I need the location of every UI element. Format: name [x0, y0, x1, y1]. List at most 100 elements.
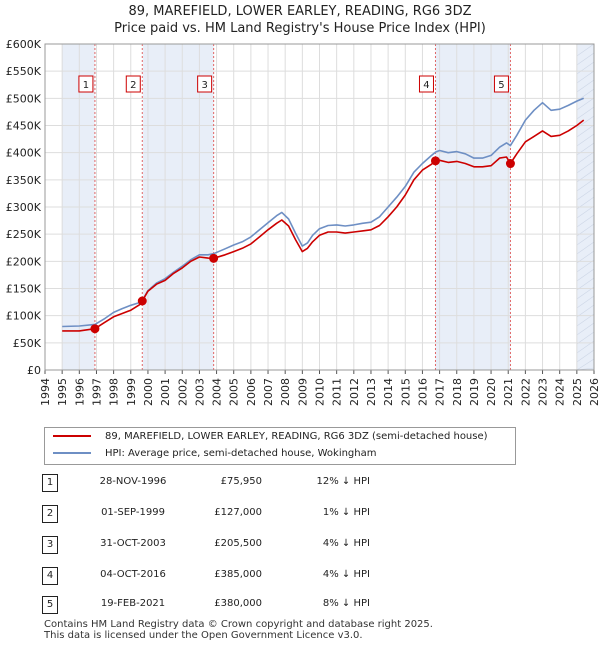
x-tick-label: 2020 [485, 378, 498, 406]
table-row: 3 31-OCT-2003 £205,500 4% ↓ HPI [42, 536, 562, 556]
legend: 89, MAREFIELD, LOWER EARLEY, READING, RG… [44, 427, 516, 465]
y-tick-label: £200K [6, 255, 42, 268]
x-tick-label: 2013 [365, 378, 378, 406]
sale-date: 19-FEB-2021 [100, 598, 166, 609]
legend-item-property: 89, MAREFIELD, LOWER EARLEY, READING, RG… [53, 429, 488, 445]
sale-price: £385,000 [214, 569, 262, 580]
future-hatch-line [576, 79, 595, 93]
sale-point-4 [430, 156, 440, 166]
future-hatch-line [576, 187, 595, 201]
y-tick-label: £150K [6, 283, 42, 296]
future-hatch-line [576, 295, 595, 309]
future-hatch-line [576, 259, 595, 273]
x-tick-label: 2023 [537, 378, 550, 406]
future-hatch-line [576, 151, 595, 165]
future-hatch-line [576, 70, 595, 84]
x-tick-label: 2000 [142, 378, 155, 406]
sale-label-box-2 [125, 75, 141, 93]
x-tick-label: 2009 [296, 378, 309, 406]
sale-hpi-diff: 12% ↓ HPI [316, 476, 370, 487]
future-hatch-line [576, 88, 595, 102]
y-tick-label: £0 [27, 364, 41, 377]
future-hatch-line [576, 205, 595, 219]
y-tick-label: £350K [6, 174, 42, 187]
future-hatch-line [576, 124, 595, 138]
future-hatch-line [576, 97, 595, 111]
legend-swatch-property [53, 435, 91, 437]
future-hatch-line [576, 268, 595, 282]
table-row: 2 01-SEP-1999 £127,000 1% ↓ HPI [42, 505, 562, 525]
x-tick-label: 1997 [90, 378, 103, 406]
sale-price: £205,500 [214, 538, 262, 549]
y-tick-label: £250K [6, 228, 42, 241]
x-tick-label: 2015 [399, 378, 412, 406]
future-hatch-line [576, 349, 595, 363]
legend-label-hpi: HPI: Average price, semi-detached house,… [105, 448, 377, 459]
sale-date: 28-NOV-1996 [99, 476, 167, 487]
future-hatch-line [576, 331, 595, 345]
hpi-line [62, 97, 585, 328]
sale-number: 1 [42, 474, 58, 492]
x-tick-label: 2010 [314, 378, 327, 406]
y-tick-label: £450K [6, 120, 42, 133]
property-price-line [62, 119, 585, 332]
sale-hpi-diff: 4% ↓ HPI [322, 569, 370, 580]
footer-licence: This data is licensed under the Open Gov… [44, 630, 363, 641]
x-tick-label: 2025 [571, 378, 584, 406]
plot-frame [44, 43, 595, 371]
x-tick-label: 2018 [451, 378, 464, 406]
x-tick-label: 1996 [73, 378, 86, 406]
sale-label-2: 2 [130, 80, 136, 91]
y-tick-label: £550K [6, 65, 42, 78]
x-tick-label: 2008 [279, 378, 292, 406]
x-tick-label: 2019 [468, 378, 481, 406]
y-tick-label: £600K [6, 38, 42, 51]
sale-number: 3 [42, 536, 58, 554]
sale-hpi-diff: 1% ↓ HPI [322, 507, 370, 518]
x-tick-label: 2022 [519, 378, 532, 406]
future-hatch-line [576, 358, 595, 371]
x-tick-label: 2001 [159, 378, 172, 406]
chart-title: 89, MAREFIELD, LOWER EARLEY, READING, RG… [128, 4, 472, 19]
x-tick-label: 2007 [262, 378, 275, 406]
legend-swatch-hpi [53, 452, 91, 454]
sale-point-1 [90, 324, 100, 334]
sale-number: 5 [42, 596, 58, 614]
x-tick-label: 2014 [382, 378, 395, 406]
table-row: 4 04-OCT-2016 £385,000 4% ↓ HPI [42, 567, 562, 587]
x-tick-label: 2017 [434, 378, 447, 406]
x-tick-label: 2003 [193, 378, 206, 406]
table-row: 5 19-FEB-2021 £380,000 8% ↓ HPI [42, 596, 562, 616]
future-hatch-line [576, 178, 595, 192]
table-row: 1 28-NOV-1996 £75,950 12% ↓ HPI [42, 474, 562, 494]
x-tick-label: 2004 [211, 378, 224, 406]
x-tick-label: 2012 [348, 378, 361, 406]
x-tick-label: 1994 [39, 378, 52, 406]
future-hatch-line [576, 43, 595, 57]
sale-price: £127,000 [214, 507, 262, 518]
chart-subtitle: Price paid vs. HM Land Registry's House … [114, 21, 486, 36]
future-hatch-line [576, 232, 595, 246]
sale-date: 31-OCT-2003 [100, 538, 166, 549]
x-tick-label: 1999 [125, 378, 138, 406]
sale-label-box-3 [197, 75, 213, 93]
x-tick-label: 2002 [176, 378, 189, 406]
future-hatch-line [576, 304, 595, 318]
sale-label-box-4 [418, 75, 434, 93]
future-hatch-line [576, 61, 595, 75]
sale-point-5 [505, 159, 515, 169]
future-hatch-line [576, 160, 595, 174]
future-hatch-line [576, 133, 595, 147]
legend-item-hpi: HPI: Average price, semi-detached house,… [53, 446, 376, 462]
x-tick-label: 2011 [331, 378, 344, 406]
future-hatch-line [576, 241, 595, 255]
sale-price: £380,000 [214, 598, 262, 609]
sale-hpi-diff: 4% ↓ HPI [322, 538, 370, 549]
future-hatch-line [576, 214, 595, 228]
x-tick-label: 2006 [245, 378, 258, 406]
sale-number: 2 [42, 505, 58, 523]
sale-label-5: 5 [498, 80, 504, 91]
footer-copyright: Contains HM Land Registry data © Crown c… [44, 619, 433, 630]
x-tick-label: 1995 [56, 378, 69, 406]
y-tick-label: £300K [6, 201, 42, 214]
